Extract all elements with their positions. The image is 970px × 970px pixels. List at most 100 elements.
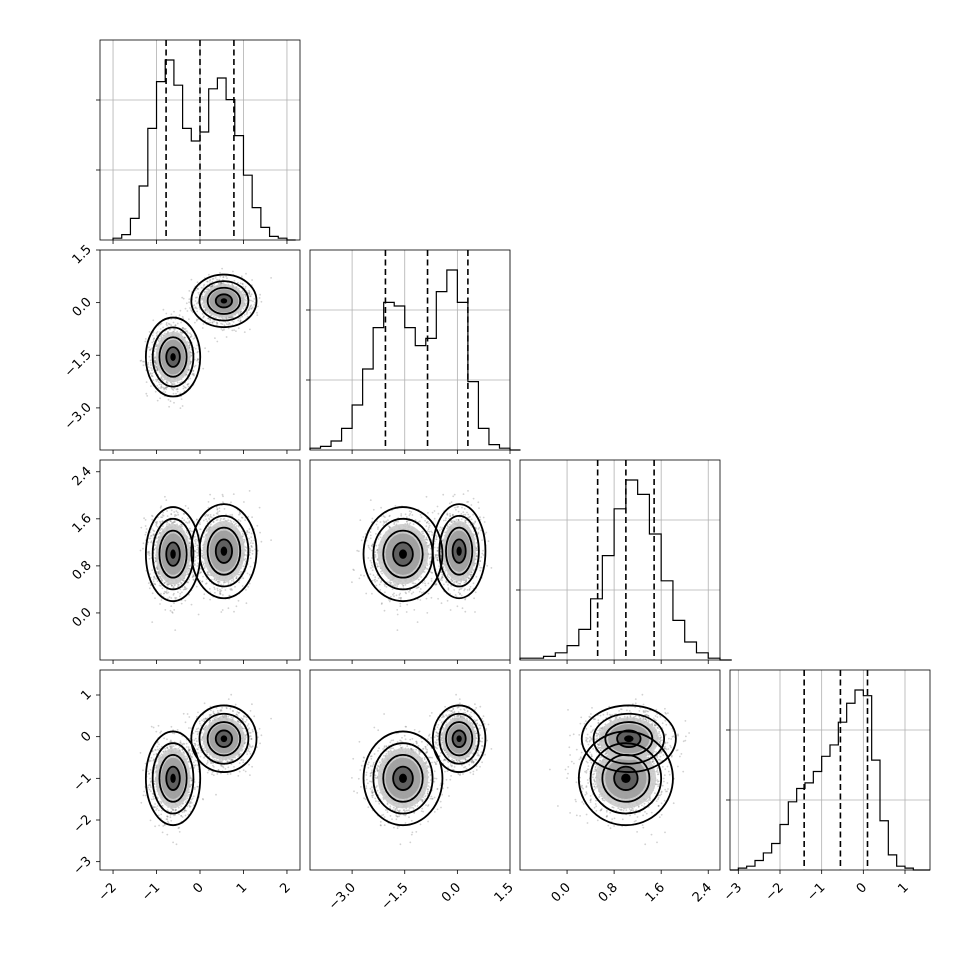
sample-point <box>231 589 234 591</box>
sample-point <box>142 360 144 363</box>
sample-point <box>154 364 157 366</box>
sample-point <box>153 340 155 343</box>
sample-point <box>231 329 234 332</box>
sample-point <box>225 323 228 325</box>
sample-point <box>189 564 192 567</box>
sample-point <box>148 369 150 372</box>
sample-point <box>222 495 224 498</box>
sample-point <box>215 505 218 508</box>
sample-point <box>160 599 163 601</box>
sample-point <box>233 329 236 331</box>
sample-point <box>161 579 164 582</box>
panel-frame <box>309 249 511 451</box>
sample-point <box>166 592 168 595</box>
sample-point <box>256 314 259 316</box>
sample-point <box>244 293 247 296</box>
sample-point <box>246 311 249 314</box>
sample-point <box>159 506 162 509</box>
sample-point <box>171 611 174 613</box>
sample-point <box>160 577 163 580</box>
sample-point <box>249 305 252 308</box>
sample-point <box>243 539 246 541</box>
sample-point <box>194 364 197 367</box>
sample-point <box>144 533 147 536</box>
sample-point <box>165 312 168 315</box>
sample-point <box>159 529 162 531</box>
sample-point <box>147 553 149 555</box>
sample-point <box>143 360 146 363</box>
sample-point <box>245 310 248 313</box>
sample-point <box>251 516 254 519</box>
sample-point <box>239 512 242 515</box>
sample-point <box>200 303 203 306</box>
sample-point <box>148 550 150 553</box>
sample-point <box>190 335 193 338</box>
sample-point <box>170 585 173 587</box>
sample-point <box>149 361 152 364</box>
sample-point <box>155 332 158 334</box>
sample-point <box>192 369 195 372</box>
sample-point <box>188 344 191 347</box>
sample-point <box>233 279 236 282</box>
sample-point <box>169 520 172 523</box>
sample-point <box>244 294 247 297</box>
sample-point <box>160 387 162 389</box>
sample-point <box>174 324 177 327</box>
sample-point <box>179 331 182 334</box>
sample-point <box>206 572 209 575</box>
sample-point <box>230 316 233 319</box>
sample-point <box>247 309 250 312</box>
sample-point <box>195 307 198 310</box>
sample-point <box>180 332 183 334</box>
sample-point <box>165 321 168 324</box>
sample-point <box>235 330 237 332</box>
sample-point <box>163 582 166 584</box>
sample-point <box>213 283 216 286</box>
sample-point <box>219 519 222 522</box>
sample-point <box>215 321 218 324</box>
sample-point <box>249 305 252 307</box>
sample-point <box>196 357 199 360</box>
sample-point <box>207 526 210 528</box>
sample-point <box>202 575 204 578</box>
sample-point <box>152 379 155 381</box>
sample-point <box>219 592 222 595</box>
sample-point <box>158 531 161 534</box>
sample-point <box>177 513 180 516</box>
sample-point <box>248 293 251 296</box>
sample-point <box>151 369 153 371</box>
sample-point <box>182 327 185 330</box>
sample-point <box>249 549 252 552</box>
sample-point <box>240 516 243 519</box>
sample-point <box>215 317 217 319</box>
sample-point <box>170 324 173 327</box>
sample-point <box>204 515 207 518</box>
sample-point <box>194 550 197 553</box>
sample-point <box>172 392 175 395</box>
sample-point <box>222 518 225 521</box>
sample-point <box>189 307 191 309</box>
sample-point <box>210 285 213 288</box>
sample-point <box>167 398 170 401</box>
sample-point <box>145 392 148 395</box>
sample-point <box>186 383 189 386</box>
sample-point <box>194 321 196 324</box>
sample-point <box>208 273 210 276</box>
sample-point <box>175 510 178 513</box>
sample-point <box>219 588 221 591</box>
sample-point <box>167 322 170 325</box>
sample-point <box>204 308 207 311</box>
sample-point <box>241 585 244 587</box>
sample-point <box>199 523 202 526</box>
sample-point <box>214 337 216 339</box>
sample-point <box>250 532 253 535</box>
sample-point <box>197 562 199 565</box>
sample-point <box>227 581 230 584</box>
sample-point <box>227 323 230 326</box>
sample-point <box>174 596 177 599</box>
sample-point <box>179 407 182 409</box>
sample-point <box>209 278 212 281</box>
sample-point <box>192 575 195 577</box>
sample-point <box>224 581 227 584</box>
sample-point <box>192 575 194 578</box>
